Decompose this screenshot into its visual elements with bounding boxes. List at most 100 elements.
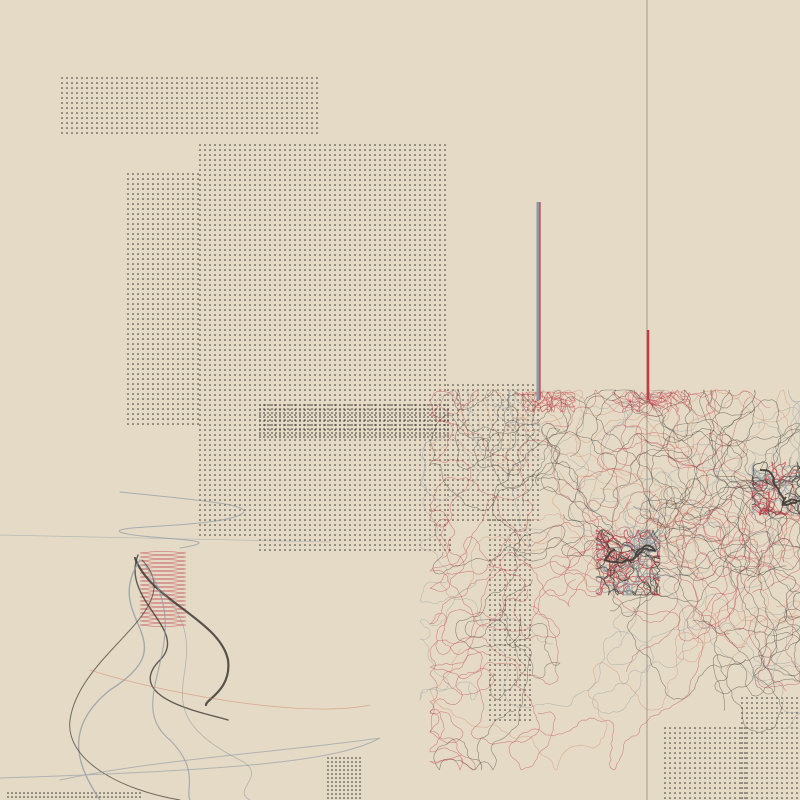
random-walk-line	[429, 389, 576, 633]
helix-strand	[139, 587, 187, 591]
random-walk-line	[674, 547, 800, 670]
random-walk-line	[466, 389, 550, 558]
random-walk-line	[626, 501, 800, 692]
random-walk-line	[612, 391, 649, 413]
random-walk-line	[759, 469, 800, 506]
random-walk-line	[614, 553, 652, 596]
helix-strand	[133, 556, 230, 707]
random-walk-line	[552, 396, 787, 595]
random-walk-line	[508, 552, 715, 771]
random-walk-line	[584, 389, 800, 582]
random-walk-line	[707, 422, 800, 557]
helix-strand	[119, 491, 245, 549]
random-walk-line	[432, 461, 628, 575]
random-walk-line	[595, 557, 630, 596]
random-walk-line	[578, 467, 760, 630]
random-walk-line	[648, 391, 672, 407]
random-walk-line	[419, 431, 485, 630]
random-walk-line	[547, 391, 576, 413]
random-walk-line	[429, 477, 757, 559]
helix-strand	[144, 564, 191, 800]
random-walk-line	[542, 391, 565, 413]
random-walk-line	[779, 469, 800, 516]
random-walk-line	[605, 562, 661, 596]
random-walk-line	[625, 529, 661, 583]
random-walk-line	[429, 389, 534, 592]
random-walk-line	[473, 392, 535, 476]
random-walk-line	[574, 389, 706, 562]
dot-field	[127, 173, 199, 425]
helix-strand	[139, 623, 187, 627]
helix-coil	[0, 491, 381, 800]
random-walk-line	[667, 433, 800, 593]
random-walk-line	[648, 389, 756, 543]
random-walk-line	[644, 497, 800, 677]
random-walk-line	[433, 579, 533, 771]
helix-strand	[139, 615, 187, 619]
random-walk-line	[619, 549, 661, 596]
random-walk-line	[751, 471, 782, 516]
helix-strand	[139, 567, 187, 571]
random-walk-line	[581, 424, 709, 624]
random-walk-line	[549, 391, 576, 407]
random-walk-line	[636, 546, 661, 596]
random-walk-line	[539, 389, 692, 512]
random-walk-line	[668, 534, 800, 695]
random-walk-line	[595, 550, 643, 596]
dot-field	[327, 757, 361, 799]
random-walk-line	[663, 389, 800, 543]
dot-field	[61, 77, 318, 134]
random-walk-line	[615, 555, 661, 596]
dot-field	[259, 539, 451, 551]
random-walk-line	[547, 389, 793, 490]
helix-strand	[134, 554, 229, 721]
random-walk-line	[762, 474, 800, 499]
helix-strand	[77, 559, 146, 800]
helix-strand	[139, 571, 187, 575]
random-walk-line	[632, 391, 652, 413]
random-walk-line	[489, 602, 561, 701]
random-walk-line	[634, 543, 800, 733]
helix-strand	[149, 579, 253, 800]
random-walk-line	[751, 469, 800, 501]
helix-strand	[0, 737, 381, 781]
random-walk-line	[520, 395, 565, 413]
random-walk-line	[429, 414, 754, 511]
random-walk-line	[635, 391, 663, 413]
random-walk-line	[429, 528, 607, 771]
random-walk-line	[597, 389, 751, 472]
random-walk-line	[691, 389, 800, 490]
random-walk-line	[751, 461, 774, 492]
random-walk-line	[634, 529, 661, 550]
random-walk-line	[544, 391, 562, 413]
dot-field	[7, 792, 141, 798]
random-walk-line	[561, 389, 733, 617]
random-walk-line	[429, 589, 540, 745]
random-walk-line	[604, 544, 656, 564]
helix-strand	[139, 555, 187, 559]
random-walk-line	[420, 389, 486, 501]
random-walk-line	[493, 389, 699, 476]
random-walk-line	[429, 610, 704, 771]
helix-strand	[139, 619, 187, 623]
helix-strand	[139, 551, 187, 555]
random-walk-line	[639, 414, 800, 530]
helix-strand	[89, 669, 371, 710]
random-walk-line	[657, 391, 691, 413]
random-walk-line	[751, 478, 775, 516]
random-walk-line	[439, 475, 622, 597]
random-walk-line	[646, 453, 800, 729]
helix-strand	[139, 599, 187, 603]
random-walk-line	[595, 529, 636, 582]
random-walk-line	[661, 422, 800, 590]
helix-strand	[139, 603, 187, 607]
random-walk-line	[595, 529, 625, 557]
dot-field	[199, 144, 446, 536]
random-walk-line	[492, 617, 800, 709]
random-walk-line	[514, 391, 560, 400]
dot-field	[489, 519, 531, 721]
helix-strand	[69, 559, 181, 800]
dot-field	[664, 727, 746, 799]
random-walk-line	[429, 562, 570, 771]
